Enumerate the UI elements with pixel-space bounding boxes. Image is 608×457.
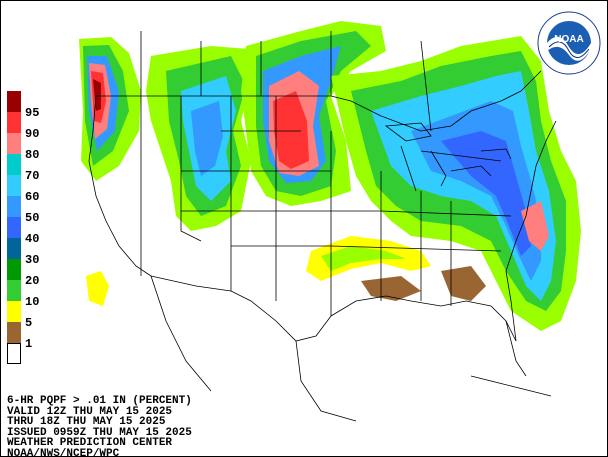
legend-label-70: 70: [25, 169, 40, 183]
legend-label-30: 30: [25, 253, 40, 267]
legend-label-10: 10: [25, 295, 40, 309]
logo-text: NOAA: [554, 34, 583, 45]
legend-swatch-30: [7, 238, 21, 259]
legend-swatch-95: [7, 91, 21, 112]
legend-swatch-10: [7, 280, 21, 301]
legend-label-5: 5: [25, 316, 33, 330]
legend-swatch-80: [7, 133, 21, 154]
legend-label-40: 40: [25, 232, 40, 246]
caption-issued: ISSUED 0959Z THU MAY 15 2025: [7, 426, 192, 439]
boundaries-layer: [88, 31, 557, 422]
caption-agency: NOAA/NWS/NCEP/WPC: [7, 447, 120, 457]
legend-label-80: 80: [25, 148, 40, 162]
caption-center: WEATHER PREDICTION CENTER: [7, 437, 173, 449]
legend-label-90: 90: [25, 127, 40, 141]
legend-swatch-20: [7, 259, 21, 280]
legend-swatch-90: [7, 112, 21, 133]
legend-swatch-70: [7, 154, 21, 175]
shading-layer: [79, 21, 581, 331]
legend-label-95: 95: [25, 106, 40, 120]
legend-swatch-0: [7, 343, 21, 364]
noaa-logo: NOAA: [537, 11, 601, 75]
legend-swatch-60: [7, 175, 21, 196]
legend-swatch-1: [7, 322, 21, 343]
caption-valid: VALID 12Z THU MAY 15 2025: [7, 405, 173, 418]
caption-product: 6-HR PQPF > .01 IN (PERCENT): [7, 395, 192, 407]
legend-label-1: 1: [25, 337, 33, 351]
legend-swatch-40: [7, 217, 21, 238]
caption-thru: THRU 18Z THU MAY 15 2025: [7, 416, 166, 428]
legend-label-50: 50: [25, 211, 40, 225]
legend-label-60: 60: [25, 190, 40, 204]
legend-label-20: 20: [25, 274, 40, 288]
legend-swatch-5: [7, 301, 21, 322]
legend-swatch-50: [7, 196, 21, 217]
map-caption: 6-HR PQPF > .01 IN (PERCENT) VALID 12Z T…: [7, 395, 192, 457]
